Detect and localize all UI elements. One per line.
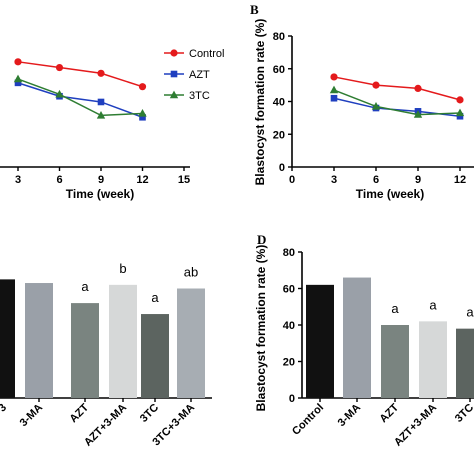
- panel-label-d: D: [257, 232, 266, 247]
- panel-a-line-chart: Time (week) 3 6 9 12 15: [0, 58, 190, 201]
- panel-a-series-azt-point: [139, 113, 146, 121]
- panel-a-legend: Control AZT 3TC: [164, 48, 224, 102]
- panel-d-bar-azt-3-ma: [419, 321, 447, 398]
- panel-b-series-3tc-point: [329, 85, 339, 94]
- panel-b-y-tick-label: 20: [273, 129, 285, 141]
- panel-b-series-3tc-point: [371, 102, 381, 110]
- panel-a-x-tick-label: 6: [56, 174, 62, 186]
- legend-control-label: Control: [189, 48, 224, 60]
- panel-b-series-3tc-line: [333, 89, 461, 116]
- panel-d-bar-chart: Blastocyst formation rate (%) 0 20 40 60 80 C…: [254, 245, 474, 449]
- panel-d-x-tick-label-azt: AZT: [378, 401, 402, 425]
- panel-b-y-tick-label: 60: [273, 64, 285, 76]
- panel-b-series-control-point: [330, 73, 338, 81]
- panel-c-x-tick-label-3tc: 3TC: [138, 402, 161, 425]
- panel-b-y-tick-label: 0: [279, 162, 285, 174]
- panel-c-bar-3-ma: [25, 283, 53, 398]
- panel-b-series-3tc-point: [455, 108, 465, 117]
- panel-c-bar-azt-3-ma: [109, 284, 137, 398]
- panel-b-x-tick-label: 6: [373, 174, 379, 186]
- panel-d-x-tick-label-3-ma: 3-MA: [336, 402, 364, 430]
- panel-c-bar-3tc-3-ma: [177, 288, 205, 398]
- panel-a-x-tick-label: 12: [136, 174, 148, 186]
- panel-d-y-tick-label: 60: [283, 284, 295, 296]
- legend-3tc-label: 3TC: [189, 90, 210, 102]
- panel-c-x-tick-label-3-ma: 3-MA: [18, 402, 46, 430]
- panel-b-series-3tc-point: [413, 110, 423, 118]
- panel-d-y-tick-label: 20: [283, 357, 295, 369]
- panel-a-series-3tc-line: [17, 78, 143, 117]
- panel-d-y-tick-label: 40: [283, 320, 295, 332]
- panel-d-y-tick-label: 80: [283, 247, 295, 259]
- panel-d-significance-3tc: a: [466, 305, 474, 320]
- panel-a-x-tick-label: 3: [15, 174, 21, 186]
- panel-a-series-control-point: [14, 58, 22, 66]
- panel-b-y-axis-label: Blastocyst formation rate (%): [253, 19, 267, 186]
- panel-a-series-control-point: [55, 63, 64, 72]
- panel-c-significance-azt: a: [81, 279, 89, 294]
- panel-b-x-tick-label: 9: [415, 174, 421, 186]
- panel-d-bar-azt: [381, 325, 409, 398]
- legend-azt-label: AZT: [189, 69, 210, 81]
- panel-a-series-azt-line: [17, 82, 143, 118]
- panel-a-x-axis-label: Time (week): [66, 187, 134, 201]
- panel-a-series-3tc-point: [96, 110, 106, 119]
- panel-a-series-control-point: [138, 83, 147, 91]
- panel-c-bar-azt: [71, 303, 99, 398]
- panel-a-series-azt-point: [97, 98, 105, 106]
- panel-b-series-control-point: [372, 81, 380, 89]
- panel-d-y-axis-label: Blastocyst formation rate (%): [254, 245, 268, 412]
- panel-b-x-tick-label: 12: [454, 174, 466, 186]
- panel-a-series-3tc-point: [13, 74, 23, 83]
- panel-c-x-tick-label-control-partial: 3: [0, 402, 9, 415]
- panel-a-series-3tc-point: [55, 89, 64, 98]
- panel-b-y-tick-label: 80: [273, 31, 285, 43]
- panel-b-series-control-point: [456, 96, 464, 104]
- panel-d-x-tick-label-3tc: 3TC: [453, 402, 474, 425]
- panel-c-bar-control-partial: [0, 279, 15, 398]
- panel-b-x-tick-label: 3: [331, 174, 337, 186]
- panel-d-bar-control: [306, 284, 334, 398]
- legend-3tc-marker: [169, 90, 179, 99]
- panel-b-series-azt-point: [330, 94, 338, 102]
- panel-d-x-tick-label-control: Control: [290, 402, 326, 438]
- panel-c-significance-azt-3-ma: b: [119, 261, 126, 276]
- panel-a-series-azt-point: [14, 79, 22, 87]
- legend-control-marker: [170, 49, 178, 57]
- panel-b-y-tick-label: 40: [273, 97, 285, 109]
- panel-b-line-chart: Blastocyst formation rate (%) Time (week…: [253, 19, 474, 201]
- panel-b-x-axis-label: Time (week): [356, 187, 424, 201]
- panel-c-bar-3tc: [141, 314, 169, 398]
- legend-azt-marker: [170, 70, 178, 78]
- panel-a-x-tick-label: 15: [178, 174, 190, 186]
- panel-b-x-tick-label: 0: [289, 174, 295, 186]
- panel-a-series-control-point: [97, 69, 105, 77]
- panel-c-significance-3tc: a: [151, 290, 159, 305]
- panel-b-series-azt-point: [456, 112, 464, 120]
- panel-c-significance-3tc-3-ma: ab: [184, 265, 198, 280]
- panel-d-significance-azt-3-ma: a: [429, 297, 437, 312]
- panel-d-y-tick-label: 0: [289, 393, 295, 405]
- panel-a-series-control-line: [17, 61, 143, 88]
- panel-d-bar-3-ma: [343, 277, 371, 398]
- panel-a-x-tick-label: 9: [98, 174, 104, 186]
- panel-label-b: B: [250, 2, 259, 17]
- panel-d-significance-azt: a: [391, 301, 399, 316]
- panel-c-x-tick-label-azt: AZT: [68, 401, 92, 425]
- panel-a-series-3tc-point: [138, 109, 147, 117]
- panel-d-bar-3tc: [456, 328, 474, 398]
- panel-b-series-control-line: [333, 76, 461, 101]
- panel-b-series-control-point: [414, 84, 422, 92]
